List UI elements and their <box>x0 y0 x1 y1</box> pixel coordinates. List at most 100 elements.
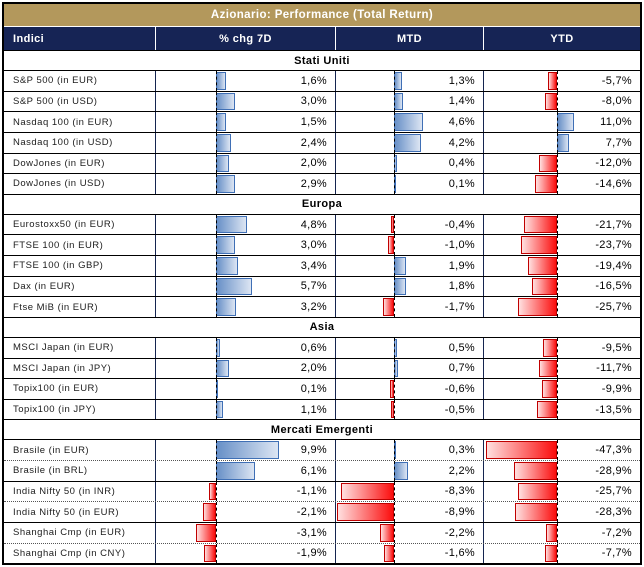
cell-value: -25,7% <box>595 301 632 314</box>
negative-bar <box>545 544 557 563</box>
table-row: Topix100 (in JPY) 1,1% -0,5% -13,5% <box>4 398 640 420</box>
cell-value: 0,1% <box>300 382 327 395</box>
cell-value: -19,4% <box>595 259 632 272</box>
cell-value: -5,7% <box>601 74 632 87</box>
table-row: Eurostoxx50 (in EUR) 4,8% -0,4% -21,7% <box>4 214 640 235</box>
chg7d-cell: 2,9% <box>155 174 335 194</box>
cell-value: 6,1% <box>300 464 327 477</box>
zero-axis-line <box>394 502 395 522</box>
positive-bar <box>557 113 574 131</box>
cell-value: 0,7% <box>448 362 475 375</box>
row-label: India Nifty 50 (in EUR) <box>13 506 120 518</box>
section-header: Asia <box>4 316 640 338</box>
zero-axis-line <box>394 399 395 420</box>
cell-value: -1,0% <box>444 239 475 252</box>
zero-axis-line <box>557 543 558 564</box>
zero-axis-line <box>216 502 217 522</box>
negative-bar <box>203 544 216 563</box>
table-row: S&P 500 (in EUR) 1,6% 1,3% -5,7% <box>4 71 640 91</box>
negative-bar <box>539 359 557 378</box>
ytd-cell: 11,0% <box>483 112 640 132</box>
negative-bar <box>486 441 557 459</box>
zero-axis-line <box>557 256 558 276</box>
positive-bar <box>394 462 409 480</box>
table-row: DowJones (in EUR) 2,0% 0,4% -12,0% <box>4 152 640 174</box>
cell-value: -13,5% <box>595 403 632 416</box>
chg7d-cell: 4,8% <box>155 214 335 235</box>
positive-bar <box>216 277 253 296</box>
positive-bar <box>394 257 407 275</box>
ytd-cell: -47,3% <box>483 440 640 460</box>
zero-axis-line <box>557 214 558 235</box>
row-label: Topix100 (in JPY) <box>13 404 96 416</box>
ytd-cell: -9,5% <box>483 337 640 358</box>
cell-value: -1,1% <box>296 485 327 498</box>
positive-bar <box>216 72 227 90</box>
zero-axis-line <box>557 71 558 91</box>
chg7d-cell: 2,0% <box>155 153 335 174</box>
negative-bar <box>548 72 557 90</box>
section-header: Europa <box>4 193 640 215</box>
row-label: Brasile (in BRL) <box>13 465 88 477</box>
zero-axis-line <box>394 91 395 112</box>
zero-axis-line <box>216 297 217 317</box>
row-label: Shanghai Cmp (in EUR) <box>13 527 126 539</box>
zero-axis-line <box>394 297 395 317</box>
table-row: FTSE 100 (in GBP) 3,4% 1,9% -19,4% <box>4 255 640 276</box>
cell-value: 1,6% <box>300 74 327 87</box>
cell-value: 9,9% <box>300 444 327 457</box>
cell-value: -21,7% <box>595 218 632 231</box>
positive-bar <box>394 72 403 90</box>
negative-bar <box>379 523 394 542</box>
cell-value: -8,9% <box>444 506 475 519</box>
cell-value: 0,5% <box>448 341 475 354</box>
mtd-cell: -8,3% <box>335 481 483 502</box>
ytd-cell: 7,7% <box>483 132 640 153</box>
positive-bar <box>216 462 256 480</box>
negative-bar <box>383 298 394 316</box>
zero-axis-line <box>394 358 395 379</box>
table-row: Nasdaq 100 (in USD) 2,4% 4,2% 7,7% <box>4 131 640 153</box>
table-title: Azionario: Performance (Total Return) <box>4 4 640 27</box>
table-row: India Nifty 50 (in INR) -1,1% -8,3% -25,7% <box>4 480 640 502</box>
row-label: Topix100 (in EUR) <box>13 383 99 395</box>
negative-bar <box>545 92 557 111</box>
negative-bar <box>196 523 216 542</box>
row-label: India Nifty 50 (in INR) <box>13 485 116 497</box>
zero-axis-line <box>216 543 217 564</box>
cell-value: -1,6% <box>444 547 475 560</box>
row-label: Shanghai Cmp (in CNY) <box>13 547 126 559</box>
column-header-indici: Indici <box>13 32 45 45</box>
mtd-cell: 4,2% <box>335 132 483 153</box>
zero-axis-line <box>216 481 217 502</box>
row-label: FTSE 100 (in EUR) <box>13 239 104 251</box>
table-row: DowJones (in USD) 2,9% 0,1% -14,6% <box>4 173 640 194</box>
chg7d-cell: 1,5% <box>155 112 335 132</box>
zero-axis-line <box>216 256 217 276</box>
negative-bar <box>527 257 557 275</box>
zero-axis-line <box>557 235 558 255</box>
chg7d-cell: 1,6% <box>155 71 335 91</box>
negative-bar <box>383 544 394 563</box>
cell-value: -0,5% <box>444 403 475 416</box>
section-header: Mercati Emergenti <box>4 419 640 441</box>
mtd-cell: 1,3% <box>335 71 483 91</box>
chg7d-cell: 3,0% <box>155 235 335 255</box>
zero-axis-line <box>557 399 558 420</box>
cell-value: 1,1% <box>300 403 327 416</box>
zero-axis-line <box>216 71 217 91</box>
cell-value: -7,7% <box>601 547 632 560</box>
row-label: FTSE 100 (in GBP) <box>13 260 104 272</box>
negative-bar <box>539 154 557 173</box>
negative-bar <box>514 503 557 521</box>
ytd-cell: -7,7% <box>483 543 640 564</box>
table-row: Shanghai Cmp (in CNY) -1,9% -1,6% -7,7% <box>4 542 640 564</box>
zero-axis-line <box>216 174 217 194</box>
positive-bar <box>394 92 403 111</box>
zero-axis-line <box>216 440 217 460</box>
mtd-cell: 1,8% <box>335 276 483 297</box>
positive-bar <box>216 113 226 131</box>
chg7d-cell: 3,0% <box>155 91 335 112</box>
mtd-cell: 0,4% <box>335 153 483 174</box>
cell-value: 3,0% <box>300 95 327 108</box>
